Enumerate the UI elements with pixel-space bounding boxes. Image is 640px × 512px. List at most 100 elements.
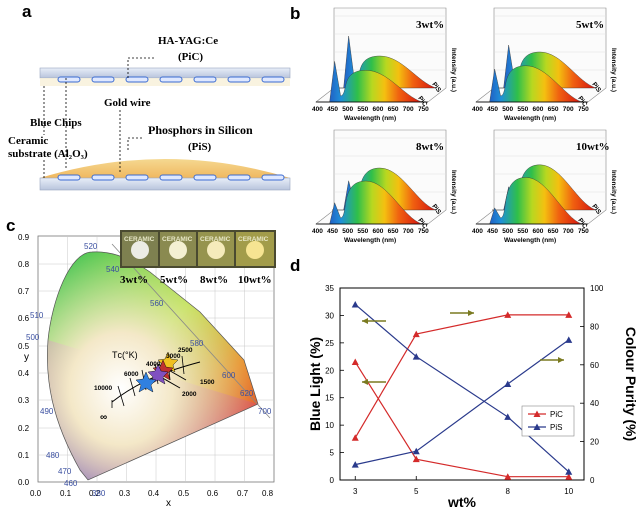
- cie-xtick-3: 0.3: [119, 489, 131, 498]
- cie-xtick-0: 0.0: [30, 489, 42, 498]
- pis-label-2: (PiS): [188, 141, 212, 153]
- spectrum-pic-1: [478, 65, 583, 103]
- spectrum-xtick-0-3: 550: [357, 106, 368, 113]
- wl-540: 540: [106, 265, 120, 274]
- chart-d-ytick-6: 30: [325, 311, 334, 320]
- panel-label-d: d: [290, 256, 301, 275]
- spectrum-xtick-0-4: 600: [373, 106, 384, 113]
- cct-2500: 2500: [178, 347, 193, 354]
- spectrum-xtick-3-5: 650: [548, 228, 559, 235]
- spectrum-xtick-0-7: 750: [418, 106, 429, 113]
- chart-d-legend-marker-pic: [533, 410, 541, 417]
- spectrum-xtick-0-0: 400: [312, 106, 323, 113]
- wl-700: 700: [258, 407, 272, 416]
- spectrum-xtick-1-4: 600: [533, 106, 544, 113]
- panel-c-cie: 0.0 0.1 0.2 0.3 0.4 0.5 0.6 0.7 0.8 0.9 …: [18, 230, 276, 509]
- chart-d-ytick-1: 5: [330, 449, 335, 458]
- wl-500: 500: [26, 333, 40, 342]
- spectrum-ylabel-3: Intensity (a.u.): [610, 170, 617, 214]
- wl-460: 460: [64, 479, 78, 488]
- cie-ytick-2: 0.2: [18, 424, 30, 433]
- chart-d-ytick-4: 20: [325, 366, 334, 375]
- inset-photos: CERAMIC CERAMIC CERAMIC CERAMIC: [120, 230, 276, 268]
- chart-d-line-pic-right: [354, 314, 569, 439]
- spectrum-xtick-2-5: 650: [388, 228, 399, 235]
- cie-xtick-4: 0.4: [148, 489, 160, 498]
- chart-d-ytick-0: 0: [330, 476, 335, 485]
- spectrum-xlabel-3: Wavelength (nm): [504, 237, 556, 244]
- cie-ytick-7: 0.7: [18, 287, 30, 296]
- spectrum-wt-label-3: 10wt%: [576, 141, 610, 153]
- spectrum-xtick-1-1: 450: [487, 106, 498, 113]
- chart-d-point-pic-left-1: [412, 455, 420, 463]
- spectrum-pic-3: [478, 177, 583, 225]
- chart-d-point-pic-left-3: [565, 473, 573, 480]
- panel-d-chart: Blue Light (%) Colour Purity (%) wt% 0 5 1…: [307, 284, 639, 510]
- cct-10000: 10000: [94, 385, 112, 392]
- spectrum-pic-2: [318, 180, 423, 225]
- wl-380: 380: [92, 489, 106, 498]
- inset-glow-10wt: [246, 241, 264, 259]
- spectrum-xtick-1-2: 500: [502, 106, 513, 113]
- spectrum-xtick-1-7: 750: [578, 106, 589, 113]
- spectrum-xtick-2-0: 400: [312, 228, 323, 235]
- cie-xtick-1: 0.1: [60, 489, 72, 498]
- cie-xtick-8: 0.8: [262, 489, 274, 498]
- chart-d-point-pic-left-2: [504, 473, 512, 480]
- pic-label-1: HA-YAG:Ce: [158, 35, 218, 47]
- chart-d-legend: [521, 405, 575, 437]
- cie-xtick-6: 0.6: [207, 489, 219, 498]
- panel-a-leaders: [43, 57, 155, 178]
- inset-label-10wt: 10wt%: [238, 274, 272, 286]
- inset-glow-5wt: [169, 241, 187, 259]
- chart-d-point-pis-right-2: [504, 380, 512, 387]
- cie-ytick-6: 0.6: [18, 314, 30, 323]
- inset-text-4: CERAMIC: [238, 236, 269, 243]
- spectrum-xtick-3-2: 500: [502, 228, 513, 235]
- cie-ytick-5: 0.5: [18, 342, 30, 351]
- chart-d-point-pic-right-3: [565, 311, 573, 318]
- substrate-label-2: substrate (Al₂O₃): [8, 148, 88, 160]
- spectrum-ylabel-1: Intensity (a.u.): [610, 48, 617, 92]
- spectrum-ylabel-0: Intensity (a.u.): [450, 48, 457, 92]
- pic-blue-chips: [57, 76, 285, 83]
- chart-d-ytick-right-4: 80: [590, 322, 599, 331]
- chart-d-point-pis-right-0: [351, 461, 359, 468]
- panel-b-spectra: 400 450 500 550 600 650 700 750 Wavelength (nm) I…: [312, 7, 617, 244]
- chart-d-ytick-right-1: 20: [590, 438, 599, 447]
- spectrum-xtick-2-3: 550: [357, 228, 368, 235]
- spectrum-xtick-1-0: 400: [472, 106, 483, 113]
- cie-diagonal: [111, 243, 271, 419]
- spectrum-xtick-0-1: 450: [327, 106, 338, 113]
- pic-label-2: (PiC): [178, 51, 203, 63]
- spectrum-xlabel-1: Wavelength (nm): [504, 115, 556, 122]
- chart-d-ytick-3: 15: [325, 394, 334, 403]
- cie-ytick-9: 0.9: [18, 233, 30, 242]
- chart-d-xtick-0: 3: [353, 487, 358, 496]
- chart-d-point-pic-right-1: [412, 330, 420, 338]
- inset-label-5wt: 5wt%: [160, 274, 188, 286]
- wl-580: 580: [190, 339, 204, 348]
- spectrum-pic-0: [318, 61, 423, 103]
- chart-d-ytick-right-0: 0: [590, 476, 595, 485]
- spectrum-xtick-2-6: 700: [403, 228, 414, 235]
- panel-label-a: a: [22, 2, 32, 21]
- cct-3000: 3000: [166, 353, 181, 360]
- chart-d-line-pis-right: [355, 339, 570, 466]
- inset-text-1: CERAMIC: [124, 236, 155, 243]
- wl-600: 600: [222, 371, 236, 380]
- chart-d-axis-arrowhead-3: [558, 357, 564, 363]
- cie-xlabel: x: [166, 498, 171, 509]
- inset-text-2: CERAMIC: [162, 236, 193, 243]
- spectrum-xtick-1-5: 650: [548, 106, 559, 113]
- chart-d-point-pic-left-0: [351, 358, 359, 366]
- wl-560: 560: [150, 299, 164, 308]
- chart-d-point-pis-right-3: [565, 336, 573, 343]
- cct-6000: 6000: [124, 371, 139, 378]
- chart-d-line-pic-left: [354, 361, 569, 478]
- cie-xtick-7: 0.7: [237, 489, 249, 498]
- chart-d-point-pis-left-0: [351, 300, 359, 308]
- cie-point-5wt: [147, 363, 169, 385]
- chart-d-point-pis-right-1: [412, 447, 420, 455]
